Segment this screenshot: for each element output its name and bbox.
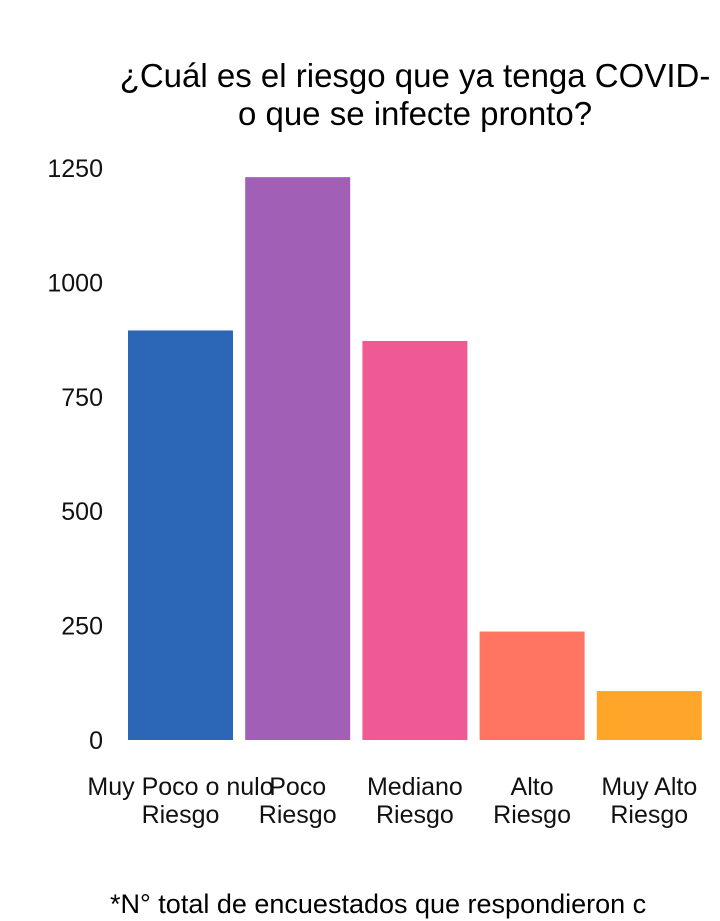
x-tick-label: Riesgo [259,801,337,829]
bars [128,177,702,741]
bar [245,177,351,741]
x-tick-label: Muy Alto [601,773,697,801]
y-tick-label: 250 [61,613,103,641]
x-tick-label: Poco [269,773,326,801]
chart-title-line-2: o que se infecte pronto? [238,95,592,132]
y-axis: 0 250 500 750 1000 1250 [47,155,103,755]
bar [128,330,233,740]
y-tick-label: 500 [61,498,103,526]
x-tick-label: Riesgo [376,801,454,829]
footnote: *N° total de encuestados que respondiero… [110,889,646,919]
y-tick-label: 1000 [47,269,103,297]
chart-title-line-1: ¿Cuál es el riesgo que ya tenga COVID- [120,57,711,94]
x-tick-label: Muy Poco o nulo [87,773,273,801]
x-tick-label: Riesgo [610,801,688,829]
x-tick-label: Mediano [367,773,463,801]
bar [479,631,585,740]
y-tick-label: 750 [61,384,103,412]
y-tick-label: 1250 [47,155,103,183]
x-tick-label: Riesgo [493,801,571,829]
y-tick-label: 0 [89,727,103,755]
x-axis: Muy Poco o nuloRiesgoPocoRiesgoMedianoRi… [87,773,697,829]
bar [362,340,468,740]
chart-title: ¿Cuál es el riesgo que ya tenga COVID- o… [120,57,711,132]
x-tick-label: Riesgo [142,801,220,829]
bar [596,691,702,740]
x-tick-label: Alto [511,773,554,801]
